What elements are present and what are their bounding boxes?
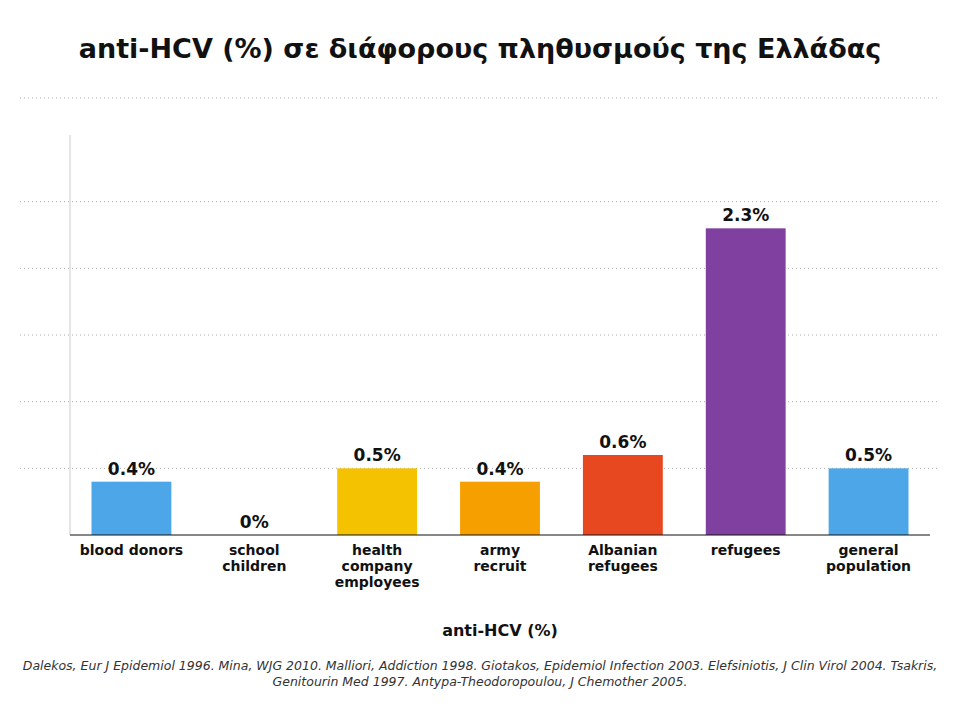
- data-label: 0.5%: [845, 445, 892, 465]
- chart: anti-HCV (%) σε διάφορους πληθυσμούς της…: [0, 0, 960, 704]
- x-tick-label: healthcompanyemployees: [335, 542, 420, 590]
- x-axis-line: [70, 534, 930, 535]
- x-tick-label-line: refugees: [588, 558, 658, 574]
- x-tick-label: Albanianrefugees: [588, 542, 658, 574]
- bar: [460, 482, 540, 535]
- background: [0, 0, 960, 704]
- data-label: 2.3%: [722, 205, 769, 225]
- x-tick-label: refugees: [711, 542, 781, 558]
- data-label: 0.4%: [108, 459, 155, 479]
- data-label: 0%: [240, 512, 269, 532]
- title-separator: [20, 98, 940, 99]
- footnote-line: Dalekos, Eur J Epidemiol 1996. Mina, WJG…: [23, 658, 937, 673]
- bars: [92, 228, 909, 535]
- x-tick-label: generalpopulation: [826, 542, 911, 574]
- x-tick-label-line: army: [480, 542, 520, 558]
- x-tick-label-line: refugees: [711, 542, 781, 558]
- x-tick-label-line: Albanian: [588, 542, 657, 558]
- x-tick-label-line: blood donors: [80, 542, 183, 558]
- data-label: 0.4%: [476, 459, 523, 479]
- bar: [92, 482, 172, 535]
- bar: [706, 228, 786, 535]
- grid-line: [20, 335, 940, 336]
- x-tick-label: armyrecruit: [473, 542, 526, 574]
- x-tick-label-line: health: [352, 542, 402, 558]
- footnote-line: Genitourin Med 1997. Antypa-Theodoropoul…: [273, 674, 688, 689]
- grid-line: [20, 268, 940, 269]
- x-tick-label-line: school: [229, 542, 280, 558]
- y-axis-line: [70, 135, 71, 535]
- x-tick-label-line: employees: [335, 574, 420, 590]
- x-tick-label: blood donors: [80, 542, 183, 558]
- x-tick-label-line: recruit: [473, 558, 526, 574]
- x-tick-label-line: children: [222, 558, 286, 574]
- footnote: Dalekos, Eur J Epidemiol 1996. Mina, WJG…: [23, 658, 937, 689]
- x-tick-label-line: company: [342, 558, 413, 574]
- grid-line: [20, 201, 940, 202]
- data-label: 0.6%: [599, 432, 646, 452]
- x-tick-label-line: general: [839, 542, 899, 558]
- x-axis-label: anti-HCV (%): [442, 621, 558, 640]
- data-label: 0.5%: [354, 445, 401, 465]
- grid-line: [20, 401, 940, 402]
- bar: [337, 468, 417, 535]
- bar: [583, 455, 663, 535]
- x-tick-label-line: population: [826, 558, 911, 574]
- title: anti-HCV (%) σε διάφορους πληθυσμούς της…: [79, 33, 882, 64]
- x-tick-label: schoolchildren: [222, 542, 286, 574]
- bar: [829, 468, 909, 535]
